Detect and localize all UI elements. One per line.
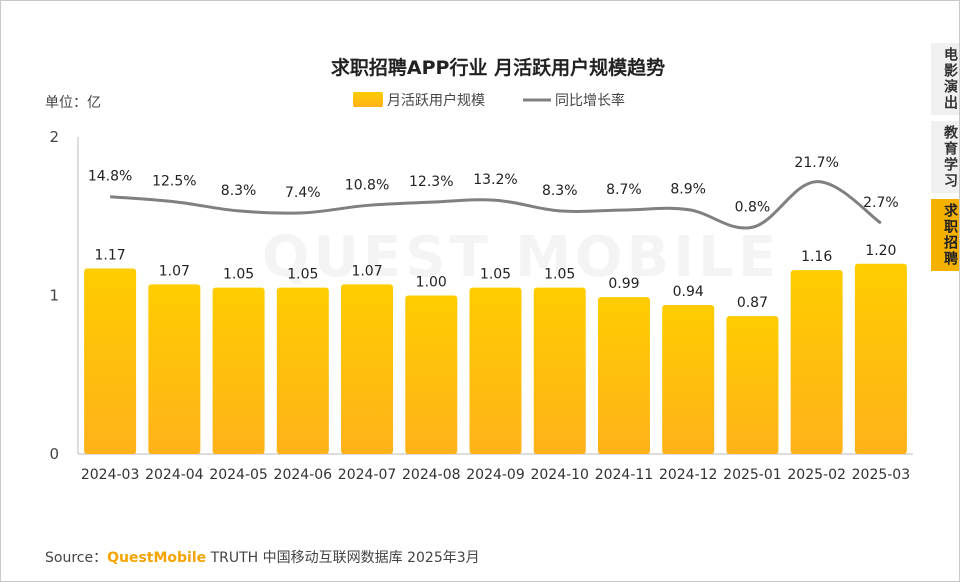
x-tick-2024-09: 2024-09 [466, 467, 525, 483]
x-tick-2024-05: 2024-05 [209, 467, 268, 483]
bars [84, 263, 907, 454]
bar-label-2024-05: 1.05 [223, 267, 254, 283]
bar-2024-09 [469, 287, 522, 454]
bar-label-2025-01: 0.87 [737, 295, 768, 311]
side-tab-2[interactable]: 求职招聘 [931, 199, 959, 271]
y-tick-2: 2 [49, 128, 59, 146]
rate-label-2024-05: 8.3% [221, 183, 257, 199]
source-note: Source：QuestMobile TRUTH 中国移动互联网数据库 2025… [45, 550, 480, 566]
watermark: QUEST MOBILE [262, 225, 780, 290]
side-tab-0[interactable]: 电影演出 [931, 43, 959, 115]
rate-label-2025-02: 21.7% [794, 155, 838, 171]
bar-label-2024-08: 1.00 [416, 275, 447, 291]
bar-label-2024-09: 1.05 [480, 267, 511, 283]
bar-label-2025-03: 1.20 [865, 243, 896, 259]
y-tick-0: 0 [49, 445, 59, 463]
rate-label-2025-03: 2.7% [863, 195, 899, 211]
bar-2024-11 [597, 297, 650, 454]
legend-line-label: 同比增长率 [555, 92, 625, 109]
x-tick-2025-02: 2025-02 [787, 467, 846, 483]
bar-label-2025-02: 1.16 [801, 249, 832, 265]
unit-label: 单位：亿 [45, 95, 101, 111]
side-tabs: 电影演出教育学习求职招聘 [931, 43, 959, 277]
x-tick-2024-07: 2024-07 [338, 467, 397, 483]
x-tick-2024-10: 2024-10 [530, 467, 589, 483]
bar-2024-06 [276, 287, 329, 454]
bar-label-2024-03: 1.17 [95, 248, 126, 264]
side-tab-1[interactable]: 教育学习 [931, 121, 959, 193]
rate-label-2024-10: 8.3% [542, 183, 578, 199]
x-tick-2024-08: 2024-08 [402, 467, 461, 483]
x-tick-2024-11: 2024-11 [595, 467, 654, 483]
bar-2024-10 [533, 287, 586, 454]
source-suffix: TRUTH 中国移动互联网数据库 2025年3月 [206, 550, 480, 566]
legend-bar-swatch [353, 92, 383, 107]
rate-label-2024-09: 13.2% [473, 172, 517, 188]
legend-bar-label: 月活跃用户规模 [387, 92, 485, 109]
bar-2025-03 [854, 263, 907, 454]
bar-label-2024-12: 0.94 [673, 284, 704, 300]
x-tick-2024-03: 2024-03 [81, 467, 140, 483]
bar-2024-04 [148, 284, 201, 454]
growth-rate-line [109, 180, 882, 230]
x-tick-2025-03: 2025-03 [852, 467, 911, 483]
chart-title: 求职招聘APP行业 月活跃用户规模趋势 [331, 56, 665, 79]
growth-rate-labels: 14.8% 12.5% 8.3% 7.4% 10.8% 12.3% 13.2% 8.3% 8.7… [88, 155, 899, 215]
bar-2024-08 [405, 295, 458, 454]
bar-value-labels: 1.17 1.07 1.05 1.05 1.07 1.00 1.05 1.05 0.99 0.94… [95, 243, 897, 311]
bar-2024-07 [341, 284, 394, 454]
rate-label-2024-12: 8.9% [670, 182, 706, 198]
source-prefix: Source： [45, 550, 107, 566]
bar-2025-01 [726, 316, 779, 454]
bar-label-2024-07: 1.07 [351, 263, 382, 279]
x-tick-labels: 2024-03 2024-04 2024-05 2024-06 2024-07 2024-… [81, 467, 910, 483]
bar-2024-12 [662, 305, 715, 454]
bar-2024-03 [84, 268, 137, 454]
x-tick-2024-04: 2024-04 [145, 467, 204, 483]
x-tick-2025-01: 2025-01 [723, 467, 782, 483]
rate-label-2024-08: 12.3% [409, 174, 453, 190]
rate-label-2024-11: 8.7% [606, 182, 642, 198]
y-tick-1: 1 [49, 287, 59, 305]
bar-label-2024-10: 1.05 [544, 267, 575, 283]
x-tick-2024-12: 2024-12 [659, 467, 718, 483]
bar-2025-02 [790, 270, 843, 454]
bar-label-2024-11: 0.99 [608, 276, 639, 292]
bar-label-2024-06: 1.05 [287, 267, 318, 283]
rate-label-2024-04: 12.5% [152, 174, 196, 190]
rate-label-2024-03: 14.8% [88, 169, 132, 185]
y-tick-labels: 0 1 2 [49, 128, 59, 463]
source-brand: QuestMobile [107, 550, 206, 566]
x-tick-2024-06: 2024-06 [274, 467, 333, 483]
legend: 月活跃用户规模 同比增长率 [353, 92, 625, 109]
rate-label-2024-06: 7.4% [285, 185, 321, 201]
bar-label-2024-04: 1.07 [159, 263, 190, 279]
rate-label-2025-01: 0.8% [735, 199, 771, 215]
bar-2024-05 [212, 287, 265, 454]
rate-label-2024-07: 10.8% [345, 177, 389, 193]
